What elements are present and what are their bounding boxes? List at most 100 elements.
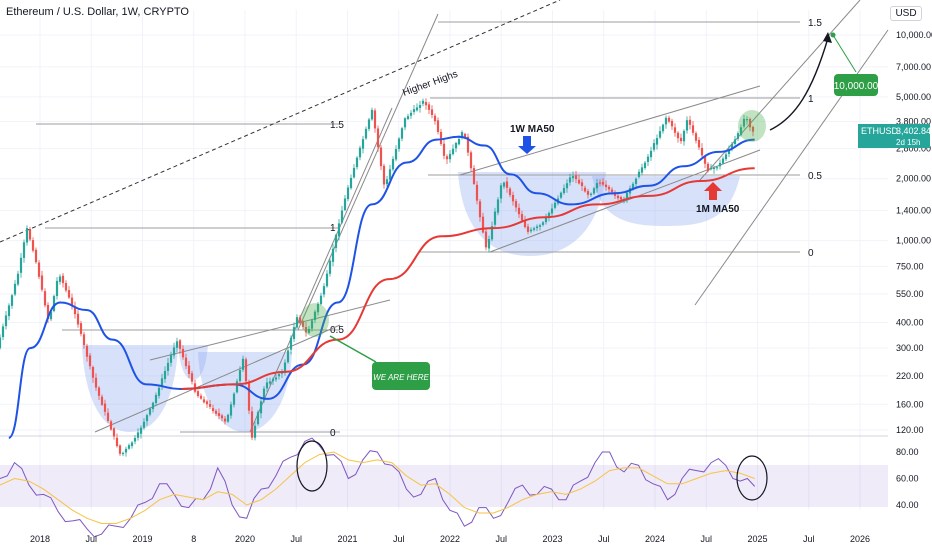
candle-body (142, 421, 146, 428)
candle-body (415, 107, 419, 111)
candle-body (724, 154, 728, 160)
fib-label-left-4: 0 (330, 428, 336, 439)
candle-body (511, 194, 515, 202)
fib-label-left-1: 1.5 (330, 120, 344, 131)
candle-body (457, 138, 461, 145)
candle-body (445, 156, 449, 160)
candle-body (82, 334, 86, 346)
candle-body (547, 212, 551, 218)
candle-body (382, 165, 386, 185)
candle-body (526, 226, 530, 232)
time-tick-label: 2020 (235, 534, 255, 544)
time-tick-label: Jul (803, 534, 815, 544)
candle-body (553, 202, 557, 208)
candle-body (469, 152, 473, 169)
rsi-circle-2020 (296, 440, 328, 492)
candle-body (658, 131, 662, 138)
candle-body (355, 157, 359, 168)
candle-body (364, 128, 368, 139)
candle-body (223, 418, 227, 422)
channel-line (149, 299, 391, 361)
candle-body (139, 427, 143, 434)
candle-body (157, 387, 161, 396)
candle-body (100, 396, 104, 405)
price-tick-label: 750.00 (896, 261, 924, 271)
candle-body (418, 105, 422, 108)
candle-body (451, 148, 455, 155)
rsi-axis[interactable]: 80.00 60.00 40.00 (896, 447, 919, 510)
candle-body (178, 340, 182, 349)
fib-levels-right (420, 21, 800, 253)
price-tick-label: 3,800.00 (896, 116, 931, 126)
candle-body (232, 393, 236, 405)
candle-body (343, 198, 347, 211)
candle-body (685, 120, 689, 131)
candle-body (88, 355, 92, 367)
candle-body (103, 403, 107, 412)
candle-body (253, 425, 257, 438)
candle-body (406, 116, 410, 120)
candle-body (610, 189, 614, 193)
candle-body (241, 358, 245, 370)
candle-body (637, 171, 641, 178)
price-tick-label: 120.00 (896, 425, 924, 435)
candle-body (523, 220, 527, 228)
candle-body (43, 291, 47, 306)
candle-body (112, 428, 116, 437)
candle-body (256, 412, 260, 425)
candle-body (295, 317, 299, 328)
candle-body (73, 306, 77, 315)
candle-body (748, 118, 752, 128)
candle-body (613, 193, 617, 196)
candle-body (64, 283, 68, 291)
candle-body (304, 327, 308, 333)
candle-body (10, 295, 14, 306)
channel-line (249, 107, 393, 433)
candle-body (184, 357, 188, 367)
candle-body (643, 162, 647, 168)
candle-body (226, 414, 230, 422)
candle-body (307, 328, 311, 333)
candle-body (649, 150, 653, 158)
candle-body (490, 226, 494, 240)
candle-body (730, 143, 734, 149)
rsi-tick-label: 60.00 (896, 474, 919, 484)
time-axis[interactable]: 2018 Jul 2019 8 2020 Jul 2021 Jul 2022 Jul 2023 Jul… (30, 534, 870, 544)
candle-body (274, 377, 278, 380)
candle-body (205, 401, 209, 405)
candle-body (676, 132, 680, 139)
candle-body (127, 445, 131, 449)
candle-body (514, 201, 518, 208)
candle-body (460, 132, 464, 138)
candle-body (373, 110, 377, 129)
price-candles (0, 98, 755, 457)
candle-body (487, 239, 491, 249)
channel-line (459, 85, 761, 176)
candle-body (478, 201, 482, 218)
candle-body (175, 341, 179, 348)
candle-body (265, 382, 269, 389)
candle-body (742, 118, 746, 127)
candle-body (718, 162, 722, 167)
candle-body (70, 297, 74, 306)
candle-body (691, 125, 695, 133)
time-tick-label: Jul (393, 534, 405, 544)
price-tick-label: 7,000.00 (896, 62, 931, 72)
candle-body (574, 175, 578, 180)
channel-line (297, 13, 439, 331)
candle-body (505, 181, 509, 188)
candle-body (595, 183, 599, 189)
candle-body (604, 184, 608, 188)
candle-body (181, 348, 185, 358)
time-tick-label: Jul (290, 534, 302, 544)
candle-body (115, 437, 119, 447)
candle-body (202, 399, 206, 403)
candle-body (151, 402, 155, 410)
currency-button[interactable]: USD (890, 6, 922, 21)
candle-body (262, 388, 266, 401)
price-axis[interactable]: 10,000.00 7,000.00 5,000.00 3,800.00 2,800.0… (896, 30, 932, 435)
candle-body (751, 126, 755, 132)
candle-body (394, 149, 398, 160)
time-tick-label: 2026 (850, 534, 870, 544)
